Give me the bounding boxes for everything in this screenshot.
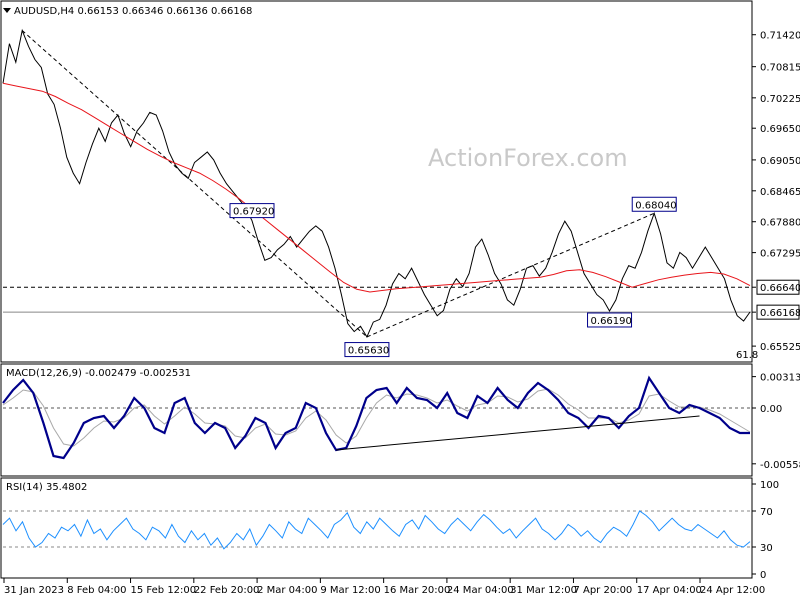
time-tick-label: 24 Mar 04:00 [447,585,514,596]
fib-label: 61.8 [736,350,758,361]
time-tick-label: 2 Mar 04:00 [257,585,317,596]
price-tick-label: 0.67880 [760,218,800,229]
rsi-tick-label: 30 [760,543,773,554]
price-tick-label: 0.66640 [760,283,800,294]
price-panel-frame [0,0,753,363]
macd-axis: 0.003138 0.00 -0.005581 [3,373,800,471]
time-tick-label: 22 Feb 20:00 [194,585,260,596]
time-tick-label: 9 Mar 12:00 [320,585,380,596]
macd-panel-frame [0,363,753,477]
time-tick-label: 24 Apr 12:00 [700,585,765,596]
price-annotation-label: 0.67920 [233,207,274,218]
price-level-box [756,279,800,295]
price-tick-label: 0.68465 [760,187,800,198]
price-annotation-label: 0.65630 [348,346,389,357]
trendline-up [366,212,655,338]
price-tick-label: 0.66168 [760,308,800,319]
dropdown-triangle-icon[interactable] [3,8,11,13]
price-annotation-label: 0.66190 [591,316,632,327]
price-annotation-label: 0.68040 [635,200,676,211]
price-tick-label: 0.67295 [760,249,800,260]
rsi-tick-label: 0 [760,570,766,581]
rsi-series [2,510,751,550]
time-tick-label: 31 Mar 12:00 [510,585,577,596]
rsi-line [2,510,751,550]
price-level-box [756,304,800,320]
time-tick-label: 16 Mar 20:00 [384,585,451,596]
price-tick-label: 0.70225 [760,94,800,105]
moving-average-line [2,82,751,293]
macd-tick-label: -0.005581 [760,460,800,471]
price-annotation-box [631,196,677,212]
price-tick-label: 0.70815 [760,63,800,74]
macd-tick-label: 0.003138 [760,373,800,384]
rsi-panel-frame [0,477,753,579]
price-annotations: 0.65630 0.66190 0.67920 0.68040 [229,196,677,358]
price-line [2,28,751,338]
price-tick-label: 0.69650 [760,124,800,135]
price-levels [3,286,752,313]
price-title: AUDUSD,H4 0.66153 0.66346 0.66136 0.6616… [14,6,252,17]
price-axis: 0.71420 0.70815 0.70225 0.69650 0.69050 0.684… [752,31,800,353]
rsi-axis: 100 70 30 0 [3,480,779,581]
price-annotation-box [229,203,275,219]
price-tick-label: 0.71420 [760,31,800,42]
trendlines [21,30,655,338]
price-tick-label: 0.65525 [760,342,800,353]
macd-series [2,375,751,460]
time-tick-label: 17 Apr 04:00 [637,585,702,596]
time-tick-label: 8 Feb 04:00 [67,585,126,596]
rsi-tick-label: 100 [760,480,779,491]
macd-tick-label: 0.00 [760,404,782,415]
rsi-title: RSI(14) 35.4802 [6,482,87,493]
macd-line [2,375,750,460]
price-tick-label: 0.69050 [760,156,800,167]
price-series [2,28,751,338]
price-header: AUDUSD,H4 0.66153 0.66346 0.66136 0.6616… [3,6,252,17]
time-tick-label: 15 Feb 12:00 [131,585,197,596]
price-annotation-box [587,312,633,328]
watermark: ActionForex.com [428,144,628,172]
time-tick-label: 31 Jan 2023 [4,585,64,596]
price-annotation-box [344,342,390,358]
macd-title: MACD(12,26,9) -0.002479 -0.002531 [6,368,191,379]
rsi-tick-label: 70 [760,507,773,518]
time-tick-label: 7 Apr 20:00 [573,585,632,596]
macd-trendline [336,415,700,451]
